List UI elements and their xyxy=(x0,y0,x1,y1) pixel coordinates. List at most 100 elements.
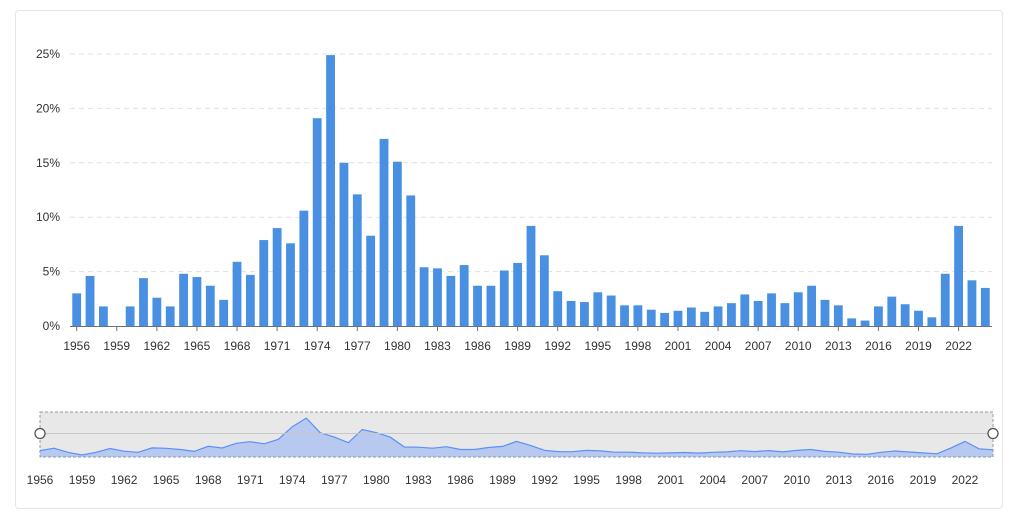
x-tick-label: 1971 xyxy=(264,339,291,353)
bar[interactable] xyxy=(673,310,683,326)
bar[interactable] xyxy=(593,292,603,326)
slider-tick-label: 1971 xyxy=(237,473,264,487)
x-tick-label: 1974 xyxy=(304,339,331,353)
bar[interactable] xyxy=(646,309,656,326)
bar[interactable] xyxy=(352,194,362,326)
bar[interactable] xyxy=(245,274,255,326)
x-axis-ticks: 1956 1959 1962 1965 1968 1971 1974 1977 1980 1983… xyxy=(63,326,972,353)
slider-tick-label: 1980 xyxy=(363,473,390,487)
bar[interactable] xyxy=(446,275,456,326)
x-tick-label: 1980 xyxy=(384,339,411,353)
bar[interactable] xyxy=(272,228,282,326)
bar[interactable] xyxy=(486,285,496,326)
bar[interactable] xyxy=(900,304,910,326)
bar[interactable] xyxy=(553,291,563,326)
bar[interactable] xyxy=(98,306,108,326)
bar[interactable] xyxy=(526,225,536,326)
bar[interactable] xyxy=(847,318,857,326)
bar[interactable] xyxy=(727,303,736,326)
bar[interactable] xyxy=(259,240,269,326)
slider-right-handle[interactable] xyxy=(987,427,999,440)
y-tick-label: 20% xyxy=(36,101,60,115)
bar[interactable] xyxy=(125,306,135,326)
x-tick-label: 2004 xyxy=(705,339,732,353)
x-tick-label: 2022 xyxy=(945,339,972,353)
bar[interactable] xyxy=(499,270,509,326)
bar[interactable] xyxy=(152,297,162,326)
bar[interactable] xyxy=(620,305,629,326)
bar[interactable] xyxy=(927,317,937,326)
slider-tick-label: 2010 xyxy=(783,473,810,487)
bar[interactable] xyxy=(967,280,977,326)
slider-area-preview xyxy=(40,418,993,457)
bar[interactable] xyxy=(513,262,523,326)
bar[interactable] xyxy=(179,273,188,326)
bar[interactable] xyxy=(419,267,429,326)
bar[interactable] xyxy=(820,299,830,326)
bar[interactable] xyxy=(72,293,82,326)
bar[interactable] xyxy=(954,225,964,326)
bar[interactable] xyxy=(219,299,229,326)
bar[interactable] xyxy=(580,302,589,326)
bar[interactable] xyxy=(339,162,349,326)
bar[interactable] xyxy=(205,285,215,326)
bar[interactable] xyxy=(139,278,148,326)
slider-tick-label: 1956 xyxy=(27,473,54,487)
bar[interactable] xyxy=(459,265,469,326)
bar[interactable] xyxy=(165,306,175,326)
x-tick-label: 1995 xyxy=(584,339,611,353)
bar[interactable] xyxy=(286,243,295,326)
bar[interactable] xyxy=(713,306,723,326)
bar[interactable] xyxy=(406,195,416,326)
bar[interactable] xyxy=(807,285,817,326)
data-zoom-slider[interactable] xyxy=(34,411,999,458)
bar[interactable] xyxy=(660,312,670,326)
bar[interactable] xyxy=(299,210,309,326)
bar[interactable] xyxy=(753,300,763,326)
bar[interactable] xyxy=(473,285,482,326)
bar[interactable] xyxy=(539,255,549,326)
x-tick-label: 1965 xyxy=(184,339,211,353)
bar[interactable] xyxy=(914,310,923,326)
bar[interactable] xyxy=(606,295,616,326)
y-tick-label: 15% xyxy=(36,156,60,170)
bar[interactable] xyxy=(633,305,643,326)
bar[interactable] xyxy=(232,261,242,326)
bar[interactable] xyxy=(312,118,322,326)
x-tick-label: 1968 xyxy=(224,339,251,353)
bar[interactable] xyxy=(793,292,803,326)
x-tick-label: 2016 xyxy=(865,339,892,353)
slider-left-handle[interactable] xyxy=(34,427,46,440)
bar[interactable] xyxy=(433,268,442,326)
slider-tick-label: 1962 xyxy=(111,473,138,487)
slider-line-preview xyxy=(39,417,994,456)
bar[interactable] xyxy=(780,303,790,326)
x-tick-label: 1977 xyxy=(344,339,371,353)
slider-tick-label: 2007 xyxy=(741,473,768,487)
bar[interactable] xyxy=(686,307,696,326)
slider-tick-label: 2004 xyxy=(699,473,726,487)
bar[interactable] xyxy=(566,300,576,326)
x-tick-label: 2007 xyxy=(745,339,772,353)
bar[interactable] xyxy=(192,277,202,326)
x-tick-label: 1959 xyxy=(103,339,130,353)
bar[interactable] xyxy=(833,305,843,326)
bar[interactable] xyxy=(767,293,776,326)
bar[interactable] xyxy=(366,235,376,326)
bar[interactable] xyxy=(379,138,389,326)
bar[interactable] xyxy=(85,275,95,326)
bar[interactable] xyxy=(887,296,897,326)
bar[interactable] xyxy=(740,294,750,326)
bar[interactable] xyxy=(980,287,990,326)
bars xyxy=(72,55,990,326)
bar[interactable] xyxy=(392,161,402,326)
bar[interactable] xyxy=(700,311,710,326)
bar[interactable] xyxy=(860,320,870,326)
bar[interactable] xyxy=(874,306,883,326)
y-tick-label: 10% xyxy=(36,210,60,224)
slider-tick-label: 1983 xyxy=(405,473,432,487)
x-tick-label: 2019 xyxy=(905,339,932,353)
bar[interactable] xyxy=(326,55,335,326)
bar[interactable] xyxy=(940,273,950,326)
